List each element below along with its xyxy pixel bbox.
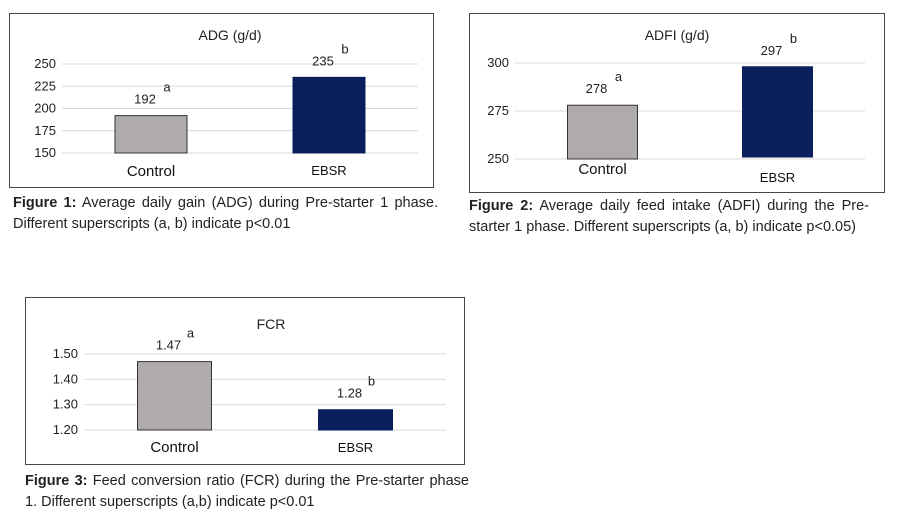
y-tick-label: 275 <box>487 103 509 118</box>
y-tick-label: 300 <box>487 55 509 70</box>
y-tick-label: 175 <box>34 123 56 138</box>
category-label: EBSR <box>760 170 795 185</box>
y-tick-label: 1.30 <box>53 397 78 412</box>
caption-label: Figure 3: <box>25 473 88 489</box>
bar-ebsr <box>292 76 366 154</box>
y-tick-label: 225 <box>34 78 56 93</box>
chart-title: ADFI (g/d) <box>645 27 710 43</box>
chart-fcr: FCR 1.20 1.30 1.40 1.50 1.47 a Control 1.28 b EBSR <box>53 316 446 456</box>
value-label: 278 <box>586 81 608 96</box>
y-tick-label: 250 <box>487 151 509 166</box>
significance-superscript: b <box>790 31 797 46</box>
y-tick-label: 1.20 <box>53 422 78 437</box>
significance-superscript: b <box>341 41 348 56</box>
category-label: Control <box>127 163 175 180</box>
category-label: Control <box>578 161 626 178</box>
significance-superscript: a <box>187 326 195 341</box>
value-label: 1.28 <box>337 386 362 401</box>
bar-control <box>567 104 638 160</box>
caption-text: Feed conversion ratio (FCR) during the P… <box>25 473 469 510</box>
y-tick-label: 1.40 <box>53 371 78 386</box>
chart-panel-adfi: ADFI (g/d) 250 275 300 278 a Control 297 b EBSR <box>469 13 885 193</box>
significance-superscript: b <box>368 374 375 389</box>
category-label: EBSR <box>338 440 373 455</box>
caption-figure-3: Figure 3: Feed conversion ratio (FCR) du… <box>25 471 469 513</box>
value-label: 235 <box>312 53 334 68</box>
chart-title: ADG (g/d) <box>198 27 261 43</box>
bar-control <box>114 115 188 154</box>
category-label: EBSR <box>311 163 346 178</box>
chart-title: FCR <box>257 316 286 332</box>
value-label: 1.47 <box>156 338 181 353</box>
y-tick-label: 200 <box>34 101 56 116</box>
caption-text: Average daily feed intake (ADFI) during … <box>469 198 869 235</box>
chart-panel-adg: ADG (g/d) 150 175 200 225 250 192 a Control 235 b E… <box>9 13 434 188</box>
y-tick-label: 150 <box>34 145 56 160</box>
y-tick-label: 1.50 <box>53 346 78 361</box>
value-label: 192 <box>134 92 156 107</box>
bar-ebsr <box>742 66 813 158</box>
bar-ebsr <box>318 409 393 431</box>
significance-superscript: a <box>615 69 623 84</box>
category-label: Control <box>150 439 198 456</box>
caption-figure-2: Figure 2: Average daily feed intake (ADF… <box>469 196 869 238</box>
caption-text: Average daily gain (ADG) during Pre-star… <box>13 195 438 232</box>
chart-adg: ADG (g/d) 150 175 200 225 250 192 a Control 235 b E… <box>34 27 418 180</box>
caption-figure-1: Figure 1: Average daily gain (ADG) durin… <box>13 193 438 235</box>
chart-panel-fcr: FCR 1.20 1.30 1.40 1.50 1.47 a Control 1.28 b EBSR <box>25 297 465 465</box>
significance-superscript: a <box>163 80 171 95</box>
caption-label: Figure 1: <box>13 195 77 211</box>
chart-adfi: ADFI (g/d) 250 275 300 278 a Control 297 b EBSR <box>487 27 865 185</box>
value-label: 297 <box>761 43 783 58</box>
bar-control <box>137 361 212 431</box>
y-tick-label: 250 <box>34 56 56 71</box>
caption-label: Figure 2: <box>469 198 534 214</box>
